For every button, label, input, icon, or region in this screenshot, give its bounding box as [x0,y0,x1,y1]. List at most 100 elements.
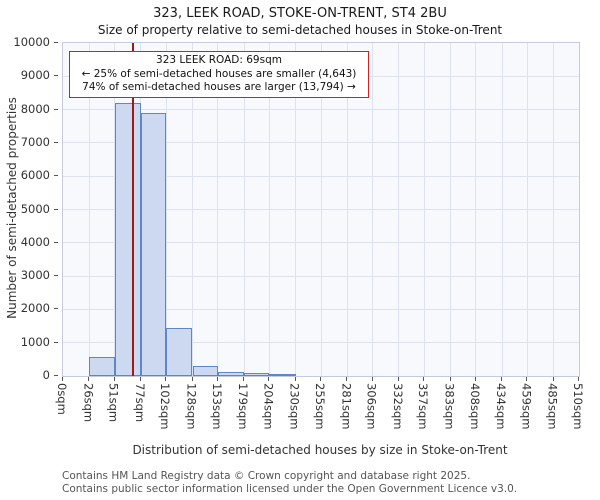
y-tick-label: 6000 [20,168,50,183]
x-tick-label: 128sqm [184,383,199,430]
x-tick-mark [62,377,63,381]
x-tick-mark [371,377,373,381]
x-tick-label: 230sqm [287,383,302,430]
x-tick-label: 51sqm [106,383,121,423]
x-tick-label: 510sqm [571,383,585,430]
grid-line-vertical [295,43,297,376]
x-tick-label: 383sqm [442,383,457,430]
plot-area: 323 LEEK ROAD: 69sqm ← 25% of semi-detac… [62,42,580,377]
x-tick-label: 357sqm [416,383,431,430]
footer-line-1: Contains HM Land Registry data © Crown c… [62,470,471,483]
x-tick-mark [294,377,296,381]
y-tick-label: 4000 [20,234,50,249]
x-tick-label: 255sqm [313,383,327,430]
grid-line-vertical [501,43,503,376]
histogram-bar [166,327,193,376]
y-tick-mark [54,75,58,77]
x-tick-labels: 0sqm 26sqm 51sqm 77sqm 102sqm 128sqm 153sqm 179… [55,377,585,439]
grid-line-vertical [346,43,348,376]
grid-line-vertical [268,43,270,376]
grid-line-vertical [372,43,374,376]
y-tick-mark [54,108,58,110]
grid-line-vertical [192,43,193,376]
x-tick-mark [191,377,193,381]
x-tick-mark [165,377,167,381]
y-tick-label: 7000 [20,134,50,149]
x-tick-mark [113,377,115,381]
property-size-marker-line [131,43,134,376]
y-tick-mark [54,208,58,210]
x-tick-mark [320,377,321,381]
histogram-bar [244,373,270,376]
y-tick-label: 10000 [13,35,50,49]
y-tick-label: 2000 [20,301,50,316]
grid-line-vertical [165,43,167,376]
y-tick-label: 8000 [20,101,50,116]
annotation-title: 323 LEEK ROAD: 69sqm [156,54,282,66]
annotation-larger-text: 74% of semi-detached houses are larger (… [82,81,356,94]
grid-line-vertical [526,43,528,376]
histogram-bar [269,374,296,376]
x-tick-label: 102sqm [158,383,173,430]
y-tick-label: 1000 [20,334,50,349]
x-axis-title: Distribution of semi-detached houses by … [132,443,508,457]
grid-line-vertical [423,43,425,376]
x-tick-mark [552,377,554,381]
x-tick-mark [88,377,90,381]
x-tick-label: 485sqm [545,383,560,430]
histogram-bar [192,366,218,376]
x-tick-mark [243,377,245,381]
footer-line-2: Contains public sector information licen… [62,483,518,496]
x-tick-mark [216,377,218,381]
x-tick-label: 408sqm [467,383,482,430]
y-tick-mark [54,42,58,43]
x-tick-label: 77sqm [132,383,147,423]
x-tick-mark [526,377,528,381]
chart-subtitle: Size of property relative to semi-detach… [97,23,503,37]
grid-line-vertical [320,43,322,376]
x-tick-label: 281sqm [339,383,354,430]
x-tick-mark [474,377,476,381]
histogram-bar [114,102,141,376]
grid-line-vertical [398,43,400,376]
y-tick-mark [54,241,58,243]
grid-line-vertical [450,43,451,376]
x-tick-label: 0sqm [55,383,69,415]
chart-title: 323, LEEK ROAD, STOKE-ON-TRENT, ST4 2BU [153,6,447,21]
x-tick-label: 179sqm [236,383,251,430]
x-tick-mark [346,377,348,381]
grid-layer [63,43,579,376]
y-tick-label: 9000 [20,68,50,83]
x-tick-label: 434sqm [494,383,509,430]
x-tick-mark [449,377,451,381]
y-tick-mark [54,308,58,310]
x-tick-label: 153sqm [209,383,224,430]
y-tick-mark [54,375,58,376]
y-tick-mark [54,275,58,277]
x-tick-mark [268,377,270,381]
grid-line-vertical [475,43,477,376]
x-tick-mark [423,377,425,381]
x-tick-label: 332sqm [390,383,405,430]
annotation-smaller-text: ← 25% of semi-detached houses are smalle… [81,67,357,80]
grid-line-vertical [243,43,245,376]
histogram-bar [89,357,115,376]
x-tick-label: 459sqm [519,383,534,430]
y-tick-labels: 0 1000 2000 3000 4000 5000 6000 7000 8000 9000 100… [0,35,58,382]
y-tick-mark [54,141,58,143]
x-tick-label: 26sqm [81,383,96,423]
y-tick-label: 0 [42,368,50,382]
x-tick-label: 306sqm [364,383,379,430]
x-tick-mark [578,377,579,381]
y-tick-label: 3000 [20,268,50,283]
histogram-bar [217,371,245,376]
bars-layer [63,43,579,376]
grid-line-vertical [88,43,90,376]
x-tick-label: 204sqm [261,383,276,430]
annotation-box: 323 LEEK ROAD: 69sqm ← 25% of semi-detac… [69,51,369,98]
histogram-bar [140,112,167,376]
y-tick-mark [54,341,58,343]
y-tick-label: 5000 [20,201,50,216]
x-tick-mark [139,377,141,381]
